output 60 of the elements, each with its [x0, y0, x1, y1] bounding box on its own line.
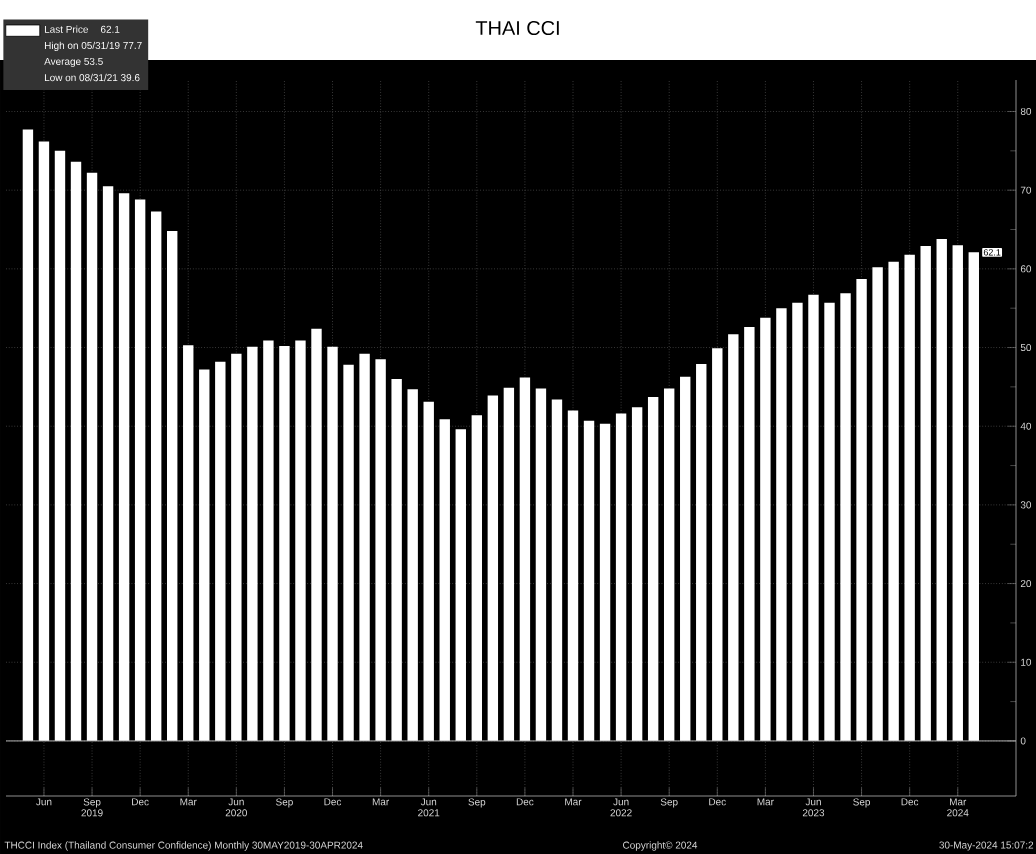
bar — [792, 302, 803, 741]
bar — [760, 317, 771, 741]
bar — [102, 186, 114, 741]
bar — [808, 294, 819, 741]
bar — [776, 308, 787, 741]
bar — [535, 388, 547, 741]
bar — [888, 261, 899, 741]
bar — [327, 346, 338, 741]
bar — [599, 423, 611, 741]
bar — [744, 327, 755, 741]
bar — [38, 141, 50, 741]
bar — [391, 379, 402, 741]
bar — [22, 129, 34, 741]
bar — [167, 231, 178, 741]
bar — [215, 361, 226, 741]
bar — [54, 150, 66, 741]
bar — [247, 346, 258, 741]
bar — [696, 364, 707, 741]
bar — [375, 359, 386, 741]
bar — [118, 193, 130, 741]
bar — [134, 199, 146, 741]
bar — [840, 293, 851, 741]
bar — [663, 388, 675, 741]
bar — [439, 419, 450, 741]
bar — [407, 389, 418, 741]
bar — [423, 401, 434, 741]
bar — [712, 348, 723, 741]
bar — [519, 377, 531, 741]
bar — [583, 420, 595, 741]
bar — [728, 334, 739, 741]
bar — [936, 238, 947, 741]
bar — [503, 387, 515, 741]
bar — [680, 376, 691, 741]
bar — [920, 246, 931, 741]
bar — [551, 399, 563, 741]
bar — [872, 267, 883, 741]
bar — [343, 364, 354, 741]
chart-title: THAI CCI — [475, 20, 559, 36]
bar — [567, 410, 579, 741]
bar — [631, 407, 643, 741]
bar — [455, 429, 466, 741]
bar — [471, 415, 483, 741]
bar — [487, 395, 499, 741]
bar — [856, 279, 867, 741]
bar — [150, 211, 162, 741]
bar — [647, 397, 659, 741]
bar — [359, 353, 370, 741]
bar — [70, 161, 82, 741]
bar — [183, 345, 194, 741]
bar — [263, 340, 274, 741]
bar — [279, 345, 290, 741]
bar — [231, 353, 242, 741]
bar — [199, 369, 210, 741]
bar — [86, 172, 98, 741]
bar — [311, 328, 322, 741]
bar — [952, 245, 963, 741]
bar — [824, 302, 835, 741]
bar — [615, 413, 627, 741]
bar — [295, 340, 306, 741]
bar — [904, 254, 915, 741]
